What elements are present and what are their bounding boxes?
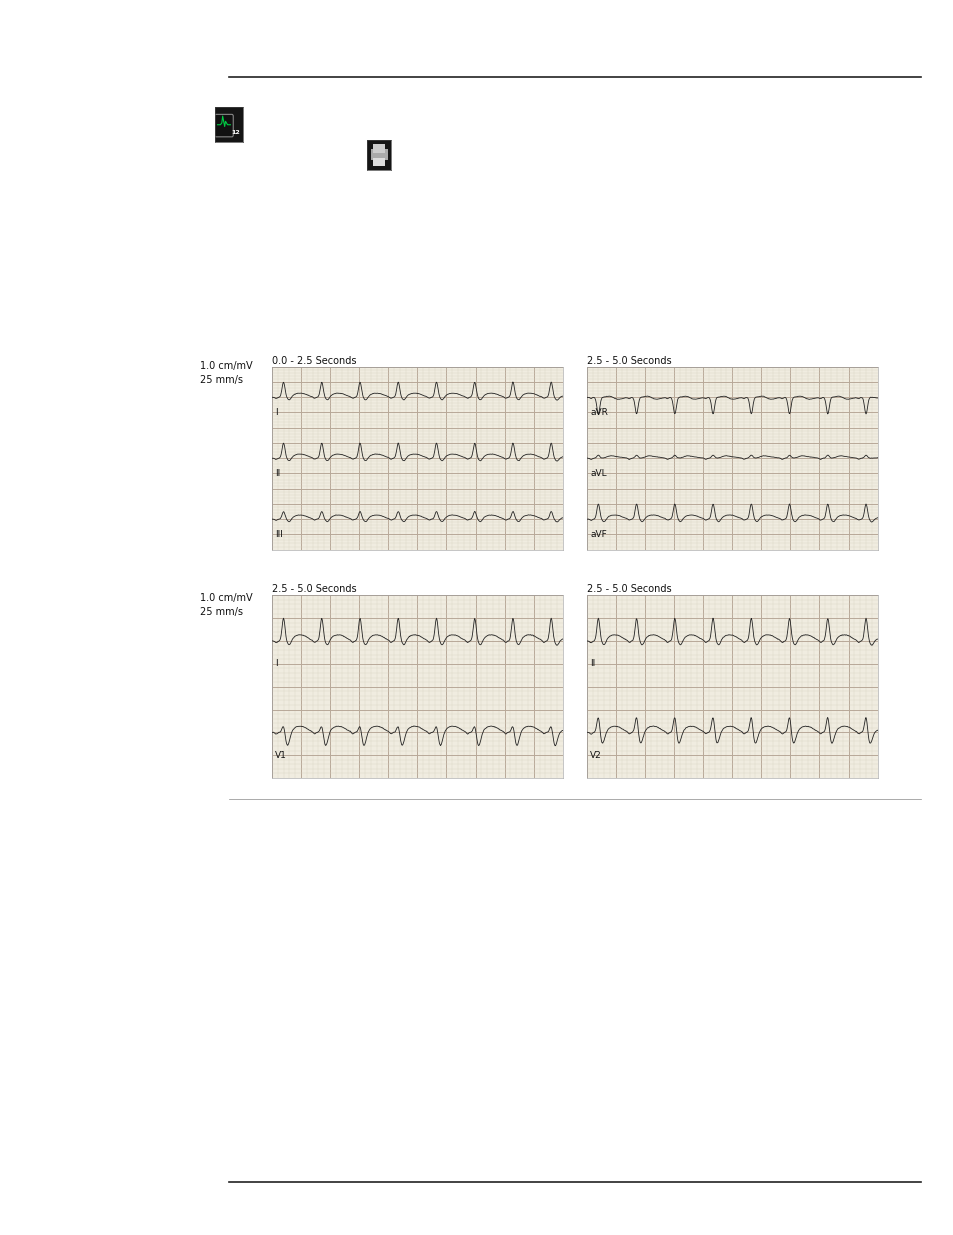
Text: 2.5 - 5.0 Seconds: 2.5 - 5.0 Seconds (586, 584, 671, 594)
Text: 1.0 cm/mV
25 mm/s: 1.0 cm/mV 25 mm/s (200, 593, 253, 616)
Text: V2: V2 (590, 751, 601, 760)
Text: aVR: aVR (590, 408, 607, 417)
Text: V1: V1 (275, 751, 287, 760)
Text: aVL: aVL (590, 469, 606, 478)
Text: 2.5 - 5.0 Seconds: 2.5 - 5.0 Seconds (586, 356, 671, 366)
Text: 1.0 cm/mV
25 mm/s: 1.0 cm/mV 25 mm/s (200, 361, 253, 384)
Text: I: I (275, 659, 277, 668)
Bar (371, 148, 387, 159)
Text: 12: 12 (231, 130, 239, 135)
Text: II: II (590, 659, 595, 668)
Text: 2.5 - 5.0 Seconds: 2.5 - 5.0 Seconds (272, 584, 356, 594)
FancyBboxPatch shape (214, 115, 233, 137)
Text: 0.0 - 2.5 Seconds: 0.0 - 2.5 Seconds (272, 356, 356, 366)
Text: II: II (275, 469, 280, 478)
Bar (373, 144, 385, 153)
Text: aVF: aVF (590, 530, 606, 538)
Bar (373, 158, 385, 165)
Text: I: I (275, 408, 277, 417)
Text: III: III (275, 530, 283, 538)
